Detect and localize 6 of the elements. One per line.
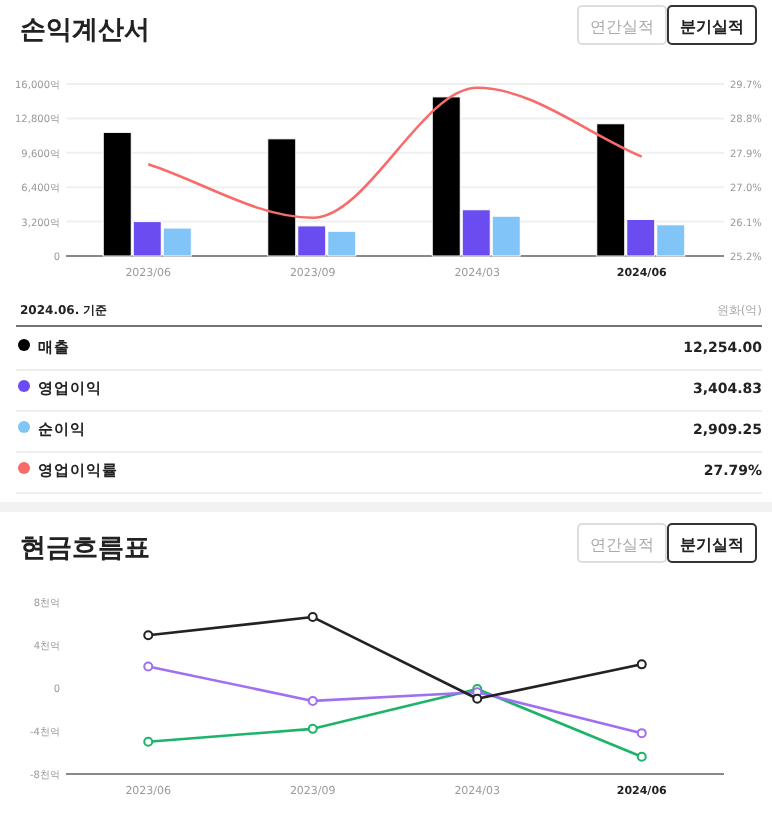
text: 분기실적 xyxy=(680,18,744,36)
text: 연간실적 xyxy=(590,18,654,36)
chart-title: 현금흐름표 xyxy=(20,534,150,564)
text: 분기실적 xyxy=(680,536,744,554)
chart-title: 손익계산서 xyxy=(20,16,150,46)
text: 연간실적 xyxy=(590,536,654,554)
